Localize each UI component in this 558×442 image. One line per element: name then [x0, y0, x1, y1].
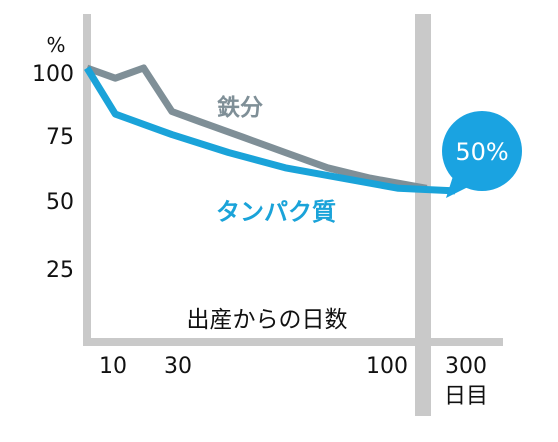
x-axis-title: 出産からの日数: [187, 307, 348, 333]
x-tick-label: 30: [164, 354, 192, 379]
y-axis-unit: %: [46, 33, 65, 57]
x-tick-label: 300: [445, 354, 487, 379]
series-label-iron: 鉄分: [217, 94, 263, 121]
x-axis: [83, 338, 503, 346]
series-label-protein: タンパク質: [216, 198, 336, 226]
annotation-bubble: 50%: [442, 111, 522, 198]
x-axis-unit: 日目: [444, 384, 488, 409]
y-tick-label: 100: [32, 62, 74, 87]
x-tick-label: 10: [99, 354, 127, 379]
y-tick-label: 25: [46, 258, 74, 283]
series-line-protein: [84, 66, 456, 195]
y-axis: [83, 14, 91, 346]
y-tick-label: 75: [46, 125, 74, 150]
series-line-iron: [85, 64, 428, 192]
annotation-text: 50%: [455, 138, 508, 166]
annotation-bubble-circle: [442, 111, 522, 191]
y-tick-label: 50: [46, 190, 74, 215]
x-tick-label: 100: [366, 354, 408, 379]
axis-break-band: [415, 14, 431, 416]
